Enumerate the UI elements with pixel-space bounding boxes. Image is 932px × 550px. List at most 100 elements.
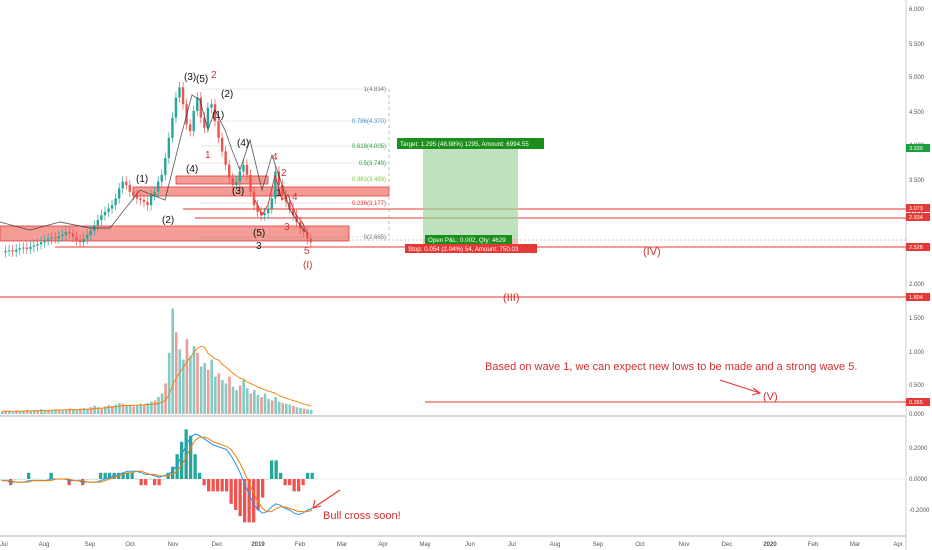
macd-hist-55 xyxy=(247,479,251,523)
macd-hist-24 xyxy=(108,472,112,479)
candle-1 xyxy=(4,250,7,253)
price-tick-10: 1.000 xyxy=(909,350,925,356)
candle-55 xyxy=(196,97,199,111)
candle-28 xyxy=(100,215,103,220)
volume-bar-30 xyxy=(107,405,111,414)
open-pnl-label: Open P&L: 0.002, Qty: 4629 xyxy=(428,237,506,244)
fib-label-6: 0(2.665) xyxy=(364,235,386,241)
fib-label-3: 0.5(3.749) xyxy=(359,161,386,167)
candle-86 xyxy=(306,232,309,239)
volume-bar-21 xyxy=(75,409,79,414)
macd-hist-57 xyxy=(256,479,260,510)
macd-tick-2: -0.2000 xyxy=(909,508,930,514)
candle-76 xyxy=(270,198,273,209)
position-target-zone xyxy=(423,143,518,239)
volume-bar-60 xyxy=(214,376,217,414)
price-badge-5: 0.265 xyxy=(909,400,923,406)
price-tick-3: 4.500 xyxy=(909,110,925,116)
volume-bar-53 xyxy=(189,356,192,414)
time-axis[interactable]: Jul Aug Sep Oct Nov Dec 2019 Feb Mar Apr May Jun Jul… xyxy=(0,542,903,548)
candle-2 xyxy=(7,250,11,252)
macd-signal-line xyxy=(1,436,313,513)
time-tick-21: Apr xyxy=(893,542,902,548)
macd-hist-42 xyxy=(189,435,193,479)
time-tick-13: Aug xyxy=(550,542,561,548)
candle-70 xyxy=(249,174,252,192)
candle-71 xyxy=(252,191,256,206)
volume-bar-20 xyxy=(72,409,75,414)
fib-label-0: 1(4.834) xyxy=(364,87,386,93)
time-tick-17: Dec xyxy=(722,542,733,548)
macd-hist-23 xyxy=(103,472,107,479)
macd-hist-34 xyxy=(153,479,157,486)
price-tick-11: 0.500 xyxy=(909,383,925,389)
stop-label: Stop: 0.054 (2.04%) 54, Amount: 750.03 xyxy=(408,246,519,253)
candle-21 xyxy=(75,236,78,241)
candle-19 xyxy=(68,232,71,234)
candle-11 xyxy=(39,242,43,245)
bull-cross-arrow xyxy=(312,489,341,509)
candle-63 xyxy=(224,151,227,165)
price-badge-2: 2.934 xyxy=(909,215,923,221)
price-badge-1: 3.073 xyxy=(909,206,923,212)
zone-2 xyxy=(132,186,390,197)
volume-bar-87 xyxy=(309,409,313,414)
macd-hist-39 xyxy=(175,454,179,479)
zone-1 xyxy=(175,175,269,185)
fib-label-1: 0.786(4.370) xyxy=(352,119,386,125)
candle-8 xyxy=(29,246,32,249)
long-position-tool[interactable]: Target: 1.295 (48.98%) 1295, Amount: 699… xyxy=(397,138,544,253)
macd-hist-21 xyxy=(94,479,98,480)
volume-bar-78 xyxy=(277,401,281,414)
macd-hist-10 xyxy=(45,479,49,480)
macd-line xyxy=(1,433,313,516)
candle-25 xyxy=(89,230,92,235)
candle-50 xyxy=(178,87,181,98)
candle-24 xyxy=(86,234,89,239)
bull-cross-arrowhead xyxy=(312,499,322,509)
wave-label-w3c: 3 xyxy=(256,241,262,252)
wave-note-arrow xyxy=(719,379,761,394)
time-tick-12: Jul xyxy=(508,542,516,548)
volume-bar-26 xyxy=(93,405,96,414)
volume-bar-7 xyxy=(25,409,29,414)
volume-bar-1 xyxy=(4,410,8,414)
volume-bar-68 xyxy=(242,380,245,414)
fibonacci-retracement[interactable]: 1(4.834) 0.786(4.370) 0.618(4.005) 0.5(3.74… xyxy=(200,87,390,241)
volume-bar-79 xyxy=(281,403,285,414)
price-tick-5: 3.500 xyxy=(909,178,925,184)
candle-83 xyxy=(295,215,298,222)
volume-moving-average xyxy=(2,345,312,412)
volume-bar-9 xyxy=(32,409,36,414)
macd-hist-35 xyxy=(157,479,161,486)
candle-78 xyxy=(277,171,281,185)
volume-bar-5 xyxy=(18,411,22,414)
candle-17 xyxy=(61,234,64,237)
time-tick-5: Dec xyxy=(212,542,223,548)
macd-hist-48 xyxy=(216,479,220,492)
price-tick-2: 5.000 xyxy=(909,75,925,81)
volume-bar-39 xyxy=(139,403,143,414)
macd-hist-63 xyxy=(283,479,287,486)
volume-bar-14 xyxy=(50,409,54,414)
grid-lines xyxy=(0,0,907,550)
candle-38 xyxy=(135,195,139,199)
macd-hist-45 xyxy=(202,479,206,486)
volume-bar-46 xyxy=(164,383,167,414)
volume-bar-35 xyxy=(125,405,128,414)
time-tick-20: Mar xyxy=(850,542,860,548)
volume-bar-8 xyxy=(29,410,32,414)
time-tick-9: Apr xyxy=(378,542,387,548)
volume-bar-84 xyxy=(299,407,302,414)
candle-64 xyxy=(228,164,231,179)
wave-label-w3p: (3) xyxy=(184,72,196,83)
macd-hist-66 xyxy=(297,479,301,492)
price-axis[interactable]: 6.0005.5005.0004.5004.0003.5003.0002.500… xyxy=(906,7,930,514)
target-label-box xyxy=(397,138,544,149)
price-badge-box-3 xyxy=(906,243,930,251)
macd-hist-61 xyxy=(274,460,278,479)
volume-bar-17 xyxy=(61,410,64,414)
macd-hist-4 xyxy=(18,479,22,480)
open-pnl-label-box xyxy=(425,235,512,244)
